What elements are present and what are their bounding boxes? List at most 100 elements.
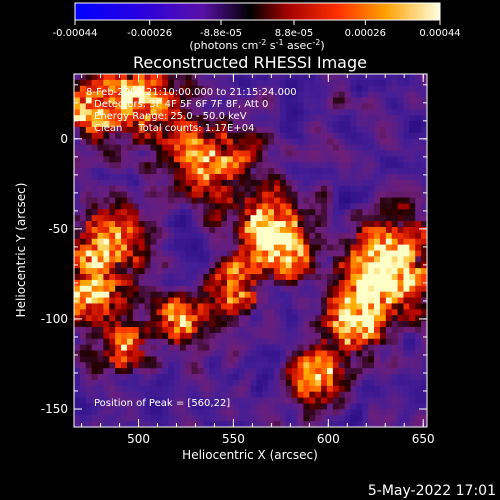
heatmap-cell — [150, 385, 157, 393]
heatmap-cell — [368, 303, 375, 310]
heatmap-cell — [344, 326, 351, 334]
heatmap-cell — [362, 385, 369, 393]
heatmap-cell — [221, 97, 228, 104]
heatmap-cell — [321, 244, 328, 251]
heatmap-cell — [403, 415, 410, 422]
heatmap-cell — [238, 191, 246, 198]
heatmap-cell — [197, 150, 204, 157]
heatmap-cell — [197, 121, 204, 128]
heatmap-cell — [415, 391, 422, 398]
heatmap-cell — [162, 138, 169, 145]
heatmap-cell — [174, 291, 181, 298]
heatmap-cell — [232, 256, 240, 263]
heatmap-cell — [415, 368, 422, 375]
heatmap-cell — [350, 150, 357, 157]
heatmap-cell — [315, 409, 322, 416]
heatmap-cell — [332, 121, 340, 128]
heatmap-cell — [144, 297, 151, 304]
heatmap-cell — [144, 326, 151, 334]
heatmap-cell — [185, 326, 193, 334]
heatmap-cell — [274, 397, 281, 404]
heatmap-cell — [356, 226, 363, 234]
heatmap-cell — [115, 126, 122, 134]
heatmap-cell — [309, 144, 316, 151]
heatmap-cell — [285, 226, 293, 234]
heatmap-cell — [209, 121, 216, 128]
heatmap-cell — [103, 168, 110, 175]
heatmap-cell — [285, 356, 293, 363]
heatmap-cell — [326, 132, 334, 140]
heatmap-cell — [297, 244, 304, 251]
heatmap-cell — [174, 150, 181, 157]
heatmap-cell — [109, 332, 116, 340]
heatmap-cell — [262, 374, 269, 381]
heatmap-cell — [121, 268, 128, 275]
heatmap-cell — [156, 221, 163, 228]
heatmap-cell — [268, 250, 275, 257]
heatmap-cell — [238, 409, 246, 416]
heatmap-cell — [268, 85, 275, 93]
heatmap-cell — [309, 156, 316, 163]
heatmap-cell — [321, 291, 328, 298]
heatmap-cell — [174, 132, 181, 140]
heatmap-cell — [309, 285, 316, 293]
heatmap-cell — [91, 179, 98, 187]
heatmap-cell — [79, 97, 87, 104]
heatmap-cell — [226, 326, 234, 334]
heatmap-cell — [297, 126, 304, 134]
heatmap-cell — [285, 362, 293, 369]
heatmap-cell — [262, 326, 269, 334]
heatmap-cell — [74, 338, 81, 346]
heatmap-cell — [215, 297, 222, 304]
heatmap-cell — [279, 109, 287, 116]
heatmap-cell — [91, 174, 98, 181]
heatmap-cell — [132, 144, 140, 151]
heatmap-cell — [350, 232, 357, 240]
heatmap-cell — [126, 415, 134, 422]
heatmap-cell — [332, 356, 340, 363]
heatmap-cell — [103, 332, 110, 340]
heatmap-cell — [126, 374, 134, 381]
heatmap-cell — [379, 85, 387, 93]
heatmap-cell — [203, 274, 210, 281]
heatmap-cell — [391, 256, 398, 263]
heatmap-cell — [179, 97, 187, 104]
heatmap-cell — [74, 409, 81, 416]
heatmap-cell — [85, 338, 93, 346]
heatmap-cell — [174, 121, 181, 128]
heatmap-cell — [397, 185, 404, 193]
heatmap-cell — [356, 238, 363, 246]
heatmap-cell — [191, 185, 198, 193]
heatmap-cell — [226, 85, 234, 93]
heatmap-cell — [250, 91, 257, 98]
heatmap-cell — [174, 244, 181, 251]
heatmap-cell — [115, 368, 122, 375]
heatmap-cell — [250, 79, 257, 87]
heatmap-cell — [415, 156, 422, 163]
heatmap-cell — [97, 303, 104, 310]
heatmap-cell — [344, 85, 351, 93]
heatmap-cell — [244, 203, 251, 210]
heatmap-cell — [368, 285, 375, 293]
heatmap-cell — [256, 344, 263, 351]
heatmap-cell — [409, 391, 416, 398]
heatmap-cell — [91, 391, 98, 398]
heatmap-cell — [162, 362, 169, 369]
heatmap-cell — [168, 374, 175, 381]
heatmap-cell — [232, 344, 240, 351]
heatmap-cell — [150, 291, 157, 298]
heatmap-cell — [321, 174, 328, 181]
heatmap-cell — [85, 132, 93, 140]
heatmap-cell — [374, 91, 381, 98]
heatmap-cell — [215, 156, 222, 163]
heatmap-cell — [379, 115, 387, 122]
heatmap-cell — [356, 397, 363, 404]
heatmap-cell — [126, 156, 134, 163]
heatmap-cell — [338, 156, 346, 163]
heatmap-cell — [374, 385, 381, 393]
heatmap-cell — [244, 238, 251, 246]
heatmap-cell — [115, 350, 122, 357]
heatmap-cell — [356, 303, 363, 310]
heatmap-cell — [309, 103, 316, 110]
heatmap-cell — [415, 162, 422, 169]
